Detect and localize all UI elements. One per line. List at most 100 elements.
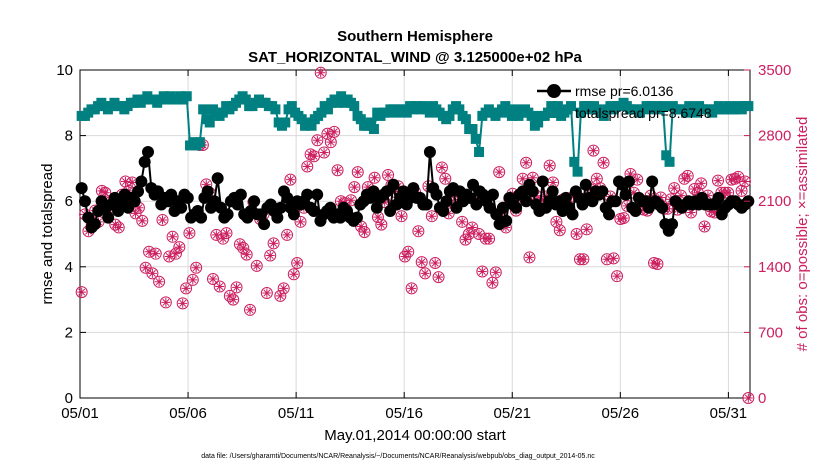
obs-assimilated-point [151,249,161,259]
y-tick-label: 2 [65,324,73,341]
obs-assimilated-point [161,297,171,307]
rmse-point [112,205,125,218]
obs-possible-point [435,161,448,174]
obs-assimilated-point [157,215,167,225]
chart-title-line-1: Southern Hemisphere [337,28,493,45]
rmse-point [546,185,559,198]
rmse-point [102,211,115,224]
totalspread-point [572,166,583,177]
obs-possible-point [738,175,751,188]
obs-possible-point [227,293,240,306]
rmse-point [274,201,287,214]
obs-possible-point [284,173,297,186]
rmse-point [629,205,642,218]
totalspread-point [569,156,580,167]
plot-frame [79,69,751,399]
rmse-point [440,195,453,208]
rmse-point [596,185,609,198]
obs-assimilated-point [602,254,612,264]
obs-assimilated-point [689,184,699,194]
rmse-point [135,175,148,188]
obs-assimilated-point [208,274,218,284]
totalspread-point [657,101,668,112]
obs-assimilated-point [706,207,716,217]
obs-possible-point [493,166,506,179]
obs-assimilated-point [329,127,339,137]
obs-possible-point [173,241,186,254]
obs-possible-point [712,174,725,187]
rmse-point [470,198,483,211]
obs-possible-point [368,171,381,184]
obs-possible-point [318,146,331,159]
rmse-point [88,218,101,231]
obs-assimilated-point [484,234,494,244]
obs-assimilated-point [545,161,555,171]
obs-assimilated-point [228,295,238,305]
obs-possible-point [264,249,277,262]
totalspread-point [510,104,521,115]
obs-assimilated-point [181,283,191,293]
obs-assimilated-point [296,217,306,227]
obs-assimilated-point [383,170,393,180]
rmse-point [619,188,632,201]
legend-marker-totalspread [549,108,559,118]
totalspread-point [349,101,360,112]
obs-possible-point [419,267,432,280]
rmse-point [536,175,549,188]
obs-assimilated-point [376,220,386,230]
series-rmse [75,146,755,237]
rmse-point [311,188,324,201]
totalspread-point [424,107,435,118]
x-tick-label: 05/11 [278,405,314,422]
obs-assimilated-point [225,291,235,301]
y2-axis-label: # of obs: o=possible; ×=assimilated [794,117,811,352]
obs-assimilated-point [625,169,635,179]
obs-assimilated-point [524,252,534,262]
obs-assimilated-point [461,235,471,245]
obs-assimilated-point [168,232,178,242]
obs-assimilated-point [211,230,221,240]
obs-possible-point [553,224,566,237]
obs-possible-point [698,220,711,233]
obs-assimilated-point [726,175,736,185]
obs-possible-point [395,210,408,223]
x-axis-label: May.01,2014 00:00:00 start [324,427,506,444]
obs-possible-point [75,286,88,299]
obs-possible-point [516,172,529,185]
obs-assimilated-point [592,174,602,184]
rmse-point [248,195,261,208]
obs-assimilated-point [373,212,383,222]
obs-assimilated-point [174,242,184,252]
obs-assimilated-point [491,267,501,277]
totalspread-point [470,133,481,144]
obs-assimilated-point [235,239,245,249]
rmse-point [486,188,499,201]
obs-possible-point [190,261,203,274]
obs-assimilated-point [292,258,302,268]
obs-assimilated-point [218,234,228,244]
totalspread-point [680,107,691,118]
obs-assimilated-point [538,195,548,205]
obs-assimilated-point [141,263,151,273]
rmse-point [128,195,141,208]
rmse-point [350,211,363,224]
obs-assimilated-point [306,149,316,159]
rmse-point [603,208,616,221]
rmse-point [430,188,443,201]
totalspread-point [664,156,675,167]
obs-possible-point [570,228,583,240]
obs-possible-point [291,257,304,270]
obs-assimilated-point [215,281,225,291]
obs-possible-point [314,66,327,79]
obs-assimilated-point [737,186,747,196]
obs-possible-point [223,289,236,302]
totalspread-point [661,150,672,161]
y2-tick-label: 0 [758,390,766,407]
obs-assimilated-point [346,195,356,205]
obs-assimilated-point [578,254,588,264]
obs-assimilated-point [336,196,346,206]
obs-assimilated-point [252,261,262,271]
rmse-point [510,201,523,214]
obs-possible-point [331,164,344,177]
rmse-point [307,205,320,218]
